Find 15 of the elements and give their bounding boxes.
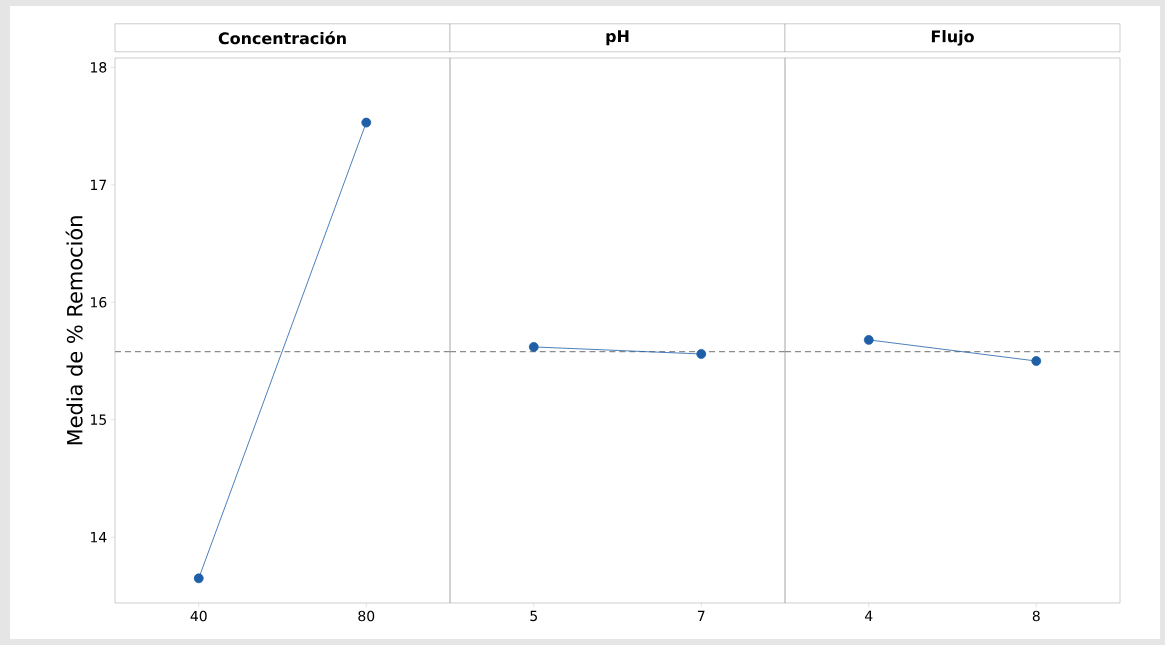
x-tick-label: 5 [530,610,537,622]
x-tick-label: 4 [865,610,873,621]
x-tick-label: 40 [190,610,207,622]
x-tick-label: 8 [1032,610,1040,622]
chart-title: pH [606,30,629,46]
x-tick-label: 7 [697,610,705,621]
y-tick-label: 18 [91,62,107,73]
y-tick-label: 14 [91,532,107,543]
y-tick-label: 15 [91,414,107,425]
y-axis-title: Media de % Remoción [65,216,83,445]
x-tick-label: 80 [358,610,375,622]
chart-title: Concentración [218,31,346,45]
y-tick-label: 17 [91,179,107,190]
y-tick-label: 16 [91,297,107,308]
chart-title: Flujo [931,30,974,46]
